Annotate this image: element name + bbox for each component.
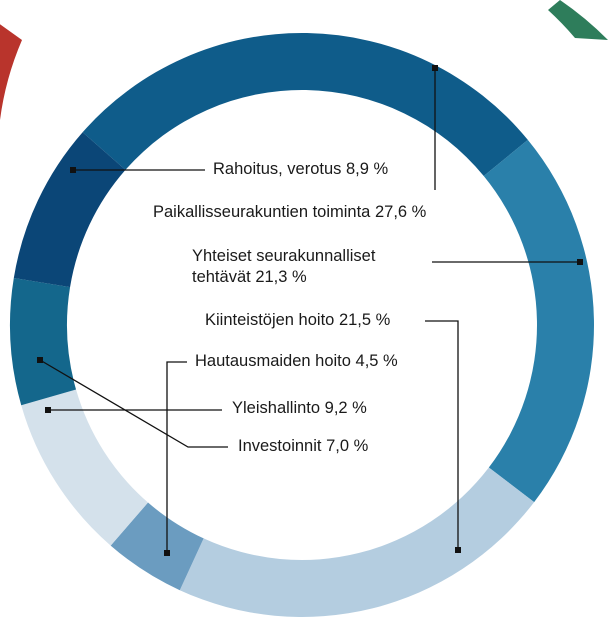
label: Paikallisseurakuntien toiminta 27,6 % — [153, 202, 426, 223]
category: Yhteiset seurakunnalliset tehtävät — [192, 247, 376, 286]
value-label: 8,9 % — [346, 160, 389, 178]
label: Yhteiset seurakunnalliset tehtävät 21,3 … — [192, 246, 422, 288]
decoration — [0, 0, 608, 120]
category: Paikallisseurakuntien toiminta — [153, 203, 371, 221]
label: Hautausmaiden hoito 4,5 % — [195, 351, 398, 372]
donut-segment — [110, 502, 204, 591]
category: Kiinteistöjen hoito — [205, 311, 335, 329]
donut — [9, 33, 594, 617]
value-label: 21,3 % — [255, 268, 307, 286]
value-label: 7,0 % — [326, 437, 369, 455]
value-label: 9,2 % — [324, 399, 367, 417]
category: Rahoitus, verotus — [213, 160, 342, 178]
label: Rahoitus, verotus 8,9 % — [213, 159, 388, 180]
donut-segment — [82, 33, 528, 177]
donut-segment — [483, 139, 594, 503]
donut-segment — [179, 467, 535, 617]
donut-segment — [21, 389, 149, 546]
category: Hautausmaiden hoito — [195, 352, 351, 370]
label: Kiinteistöjen hoito 21,5 % — [205, 310, 390, 331]
value-label: 21,5 % — [338, 311, 391, 329]
value-label: 27,6 % — [374, 203, 427, 221]
label: Investoinnit 7,0 % — [238, 436, 368, 457]
donut-segment — [13, 132, 126, 288]
category: Investoinnit — [238, 437, 322, 455]
label: Yleishallinto 9,2 % — [232, 398, 367, 419]
category: Yleishallinto — [232, 399, 321, 417]
value-label: 4,5 % — [355, 352, 398, 370]
donut-segment — [9, 278, 77, 406]
leader-lines — [37, 65, 583, 556]
